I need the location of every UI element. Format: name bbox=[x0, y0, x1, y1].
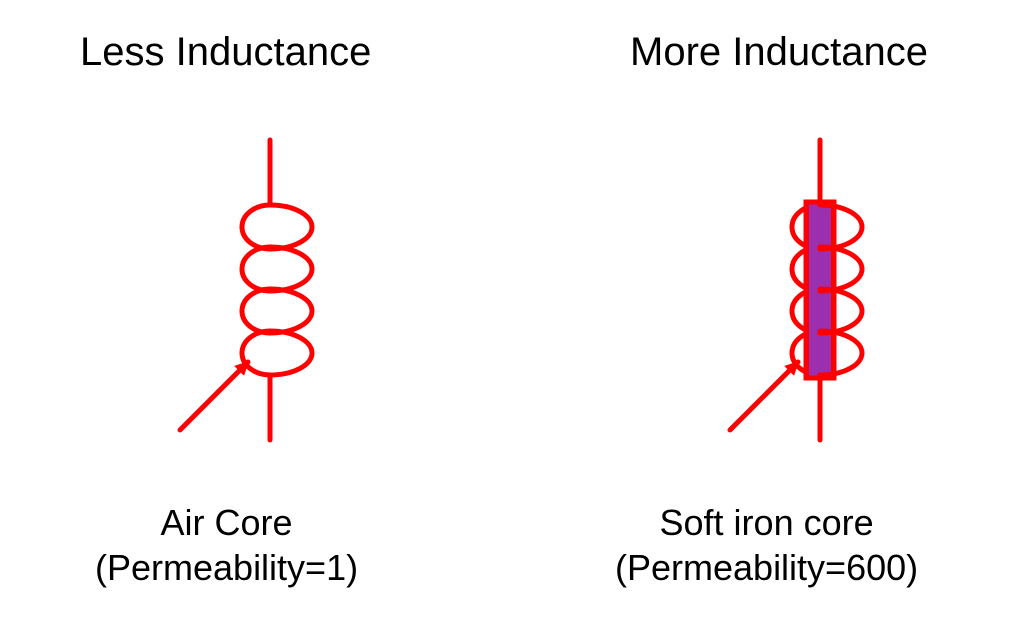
caption-line2: (Permeability=1) bbox=[95, 547, 358, 588]
caption-line2: (Permeability=600) bbox=[615, 547, 918, 588]
caption-air-core: Air Core (Permeability=1) bbox=[95, 500, 358, 590]
diagram-root: Less Inductance More Inductance Air Core… bbox=[0, 0, 1024, 636]
inductor-iron-core bbox=[700, 130, 920, 450]
title-less-inductance: Less Inductance bbox=[80, 30, 371, 75]
caption-line1: Air Core bbox=[161, 502, 293, 543]
caption-iron-core: Soft iron core (Permeability=600) bbox=[615, 500, 918, 590]
title-more-inductance: More Inductance bbox=[630, 30, 928, 75]
caption-line1: Soft iron core bbox=[660, 502, 874, 543]
inductor-air-core bbox=[150, 130, 370, 450]
